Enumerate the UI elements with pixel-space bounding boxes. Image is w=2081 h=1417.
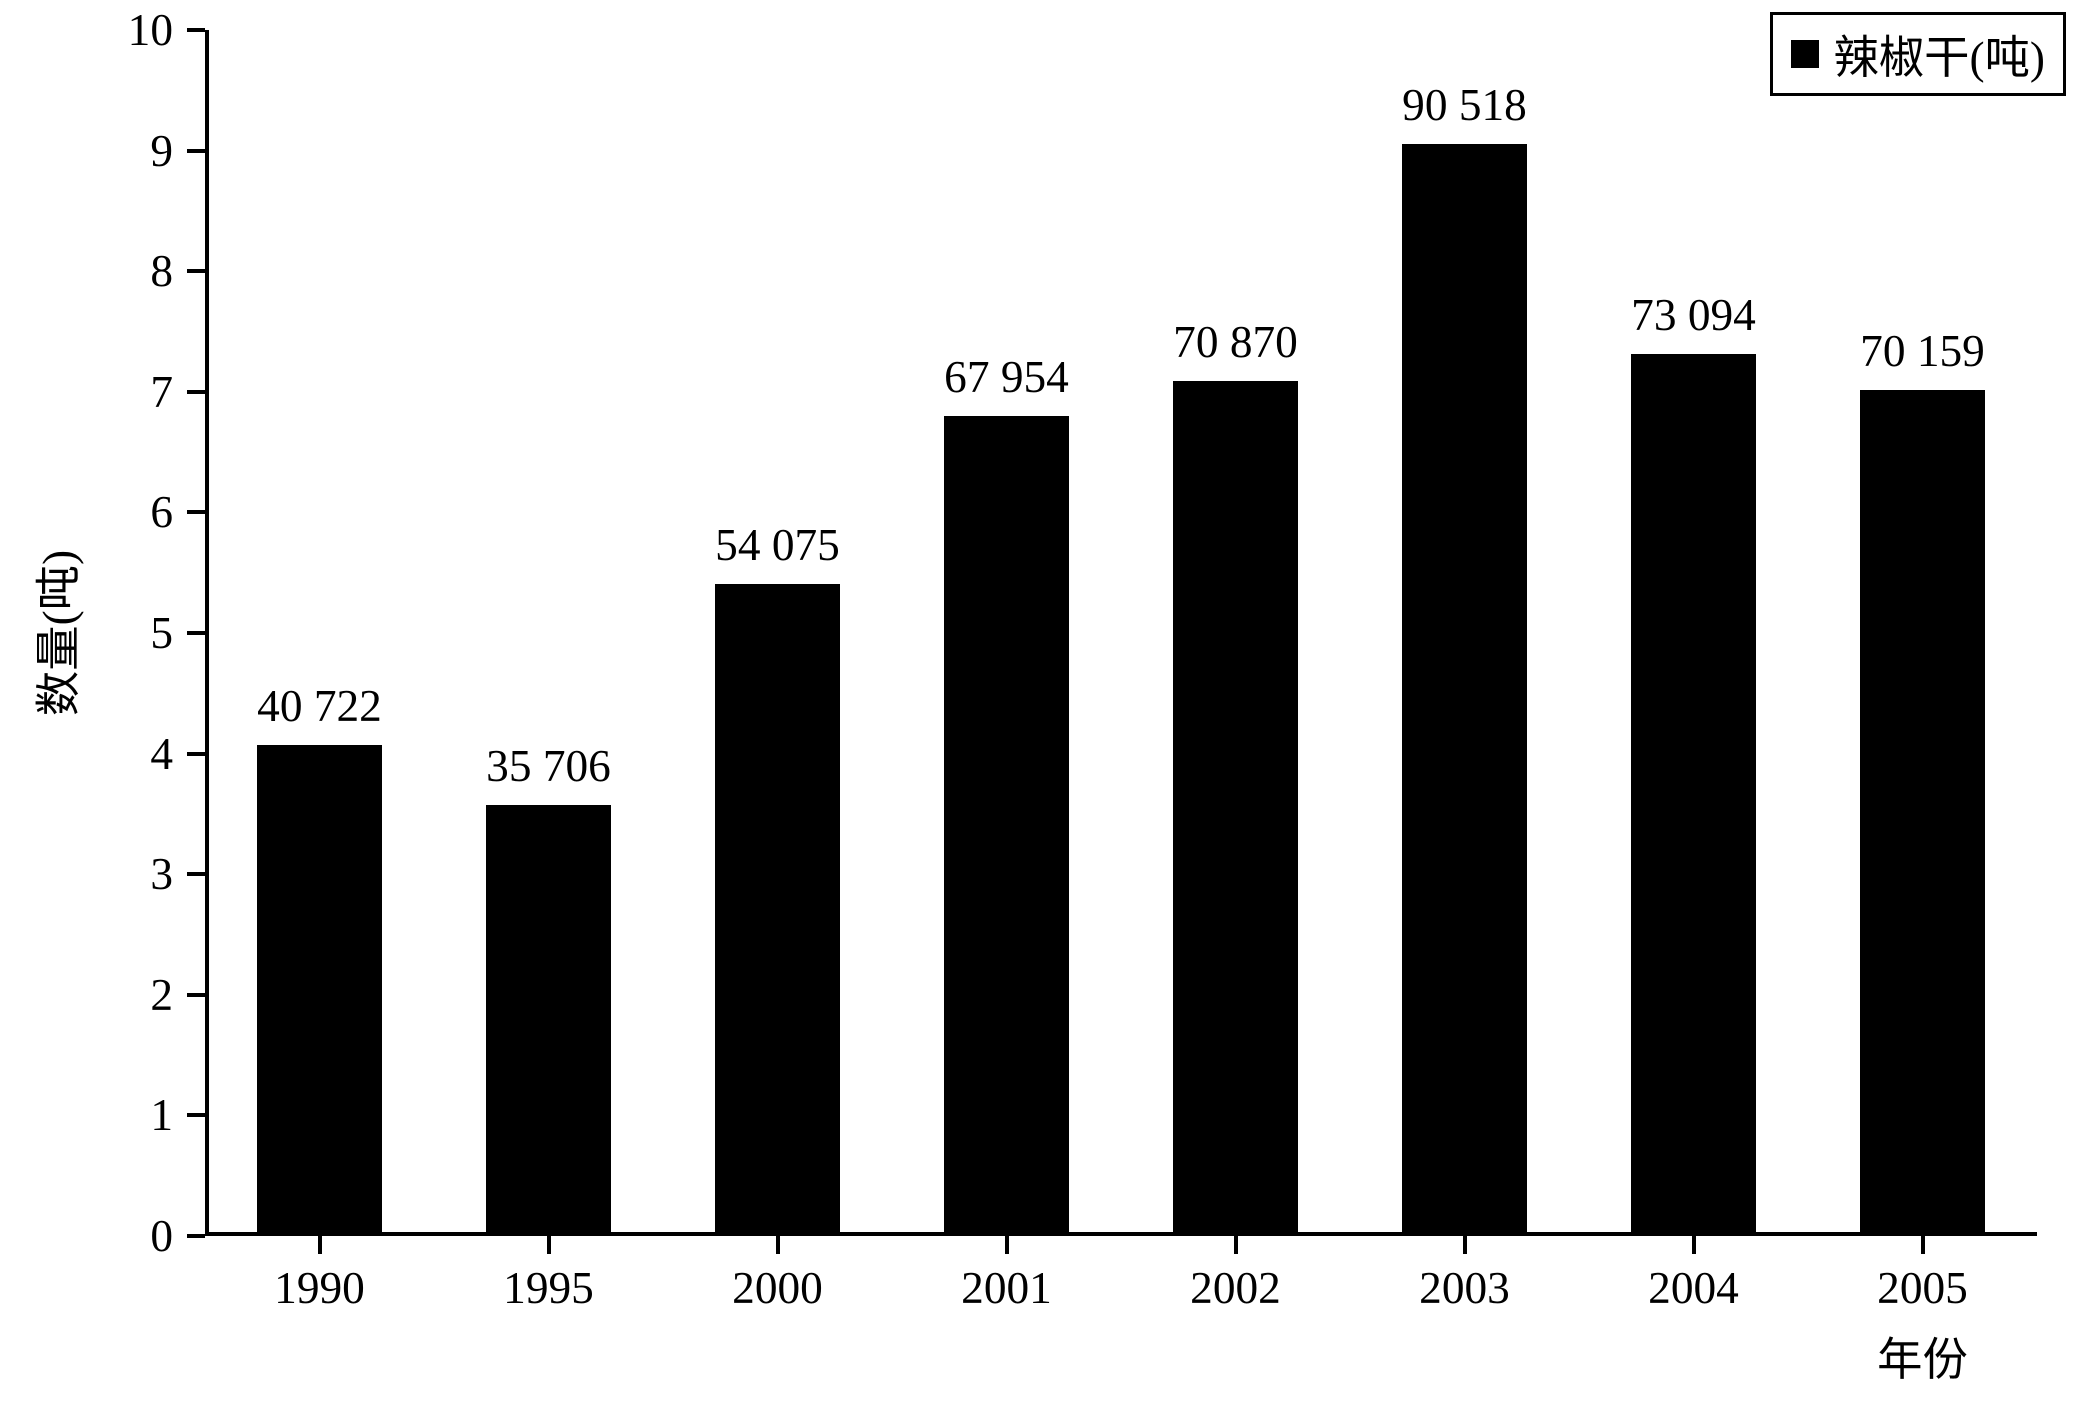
x-tick [1463,1236,1467,1254]
bar-value-label: 35 706 [486,740,611,792]
x-tick [318,1236,322,1254]
y-tick-label: 6 [0,486,173,538]
x-tick [776,1236,780,1254]
y-tick [187,269,205,273]
x-tick-label: 2004 [1648,1262,1739,1314]
x-axis-title: 年份 [1877,1323,1968,1389]
x-tick-label: 2000 [732,1262,823,1314]
bar-value-label: 54 075 [715,519,840,571]
y-tick [187,390,205,394]
y-tick [187,631,205,635]
bar-value-label: 73 094 [1631,289,1756,341]
legend-label: 辣椒干(吨) [1833,21,2045,87]
y-tick-label: 1 [0,1089,173,1141]
y-tick-label: 2 [0,969,173,1021]
x-axis-line [205,1232,2037,1236]
x-tick-label: 2001 [961,1262,1052,1314]
bar [944,416,1070,1236]
bar [257,745,383,1236]
bar-value-label: 40 722 [257,680,382,732]
x-tick-label: 2002 [1190,1262,1281,1314]
y-tick [187,149,205,153]
y-tick-label: 3 [0,848,173,900]
y-tick-label: 4 [0,728,173,780]
x-tick-label: 1995 [503,1262,594,1314]
y-tick [187,872,205,876]
y-axis-title: 数量(吨) [22,550,88,716]
x-tick-label: 2005 [1877,1262,1968,1314]
legend-swatch-icon [1791,40,1819,68]
bar [1402,144,1528,1236]
bar-value-label: 70 159 [1860,325,1985,377]
y-tick-label: 9 [0,125,173,177]
y-tick-label: 0 [0,1210,173,1262]
bar [486,805,612,1236]
y-tick [187,752,205,756]
bar [1173,381,1299,1236]
plot-area [205,30,2037,1236]
x-tick-label: 2003 [1419,1262,1510,1314]
bar [1860,390,1986,1236]
bar-value-label: 70 870 [1173,316,1298,368]
y-tick-label: 7 [0,366,173,418]
y-tick [187,993,205,997]
bar [715,584,841,1236]
x-tick-label: 1990 [274,1262,365,1314]
x-tick [1005,1236,1009,1254]
y-tick [187,1113,205,1117]
y-tick-label: 8 [0,245,173,297]
y-tick [187,1234,205,1238]
bar-value-label: 90 518 [1402,79,1527,131]
y-tick [187,510,205,514]
x-tick [1692,1236,1696,1254]
x-tick [1921,1236,1925,1254]
y-tick [187,28,205,32]
x-tick [1234,1236,1238,1254]
legend: 辣椒干(吨) [1770,12,2066,96]
bar [1631,354,1757,1236]
x-tick [547,1236,551,1254]
y-tick-label: 10 [0,4,173,56]
bar-value-label: 67 954 [944,351,1069,403]
bar-chart: 012345678910 199019952000200120022003200… [0,0,2081,1417]
y-axis-line [205,30,209,1236]
